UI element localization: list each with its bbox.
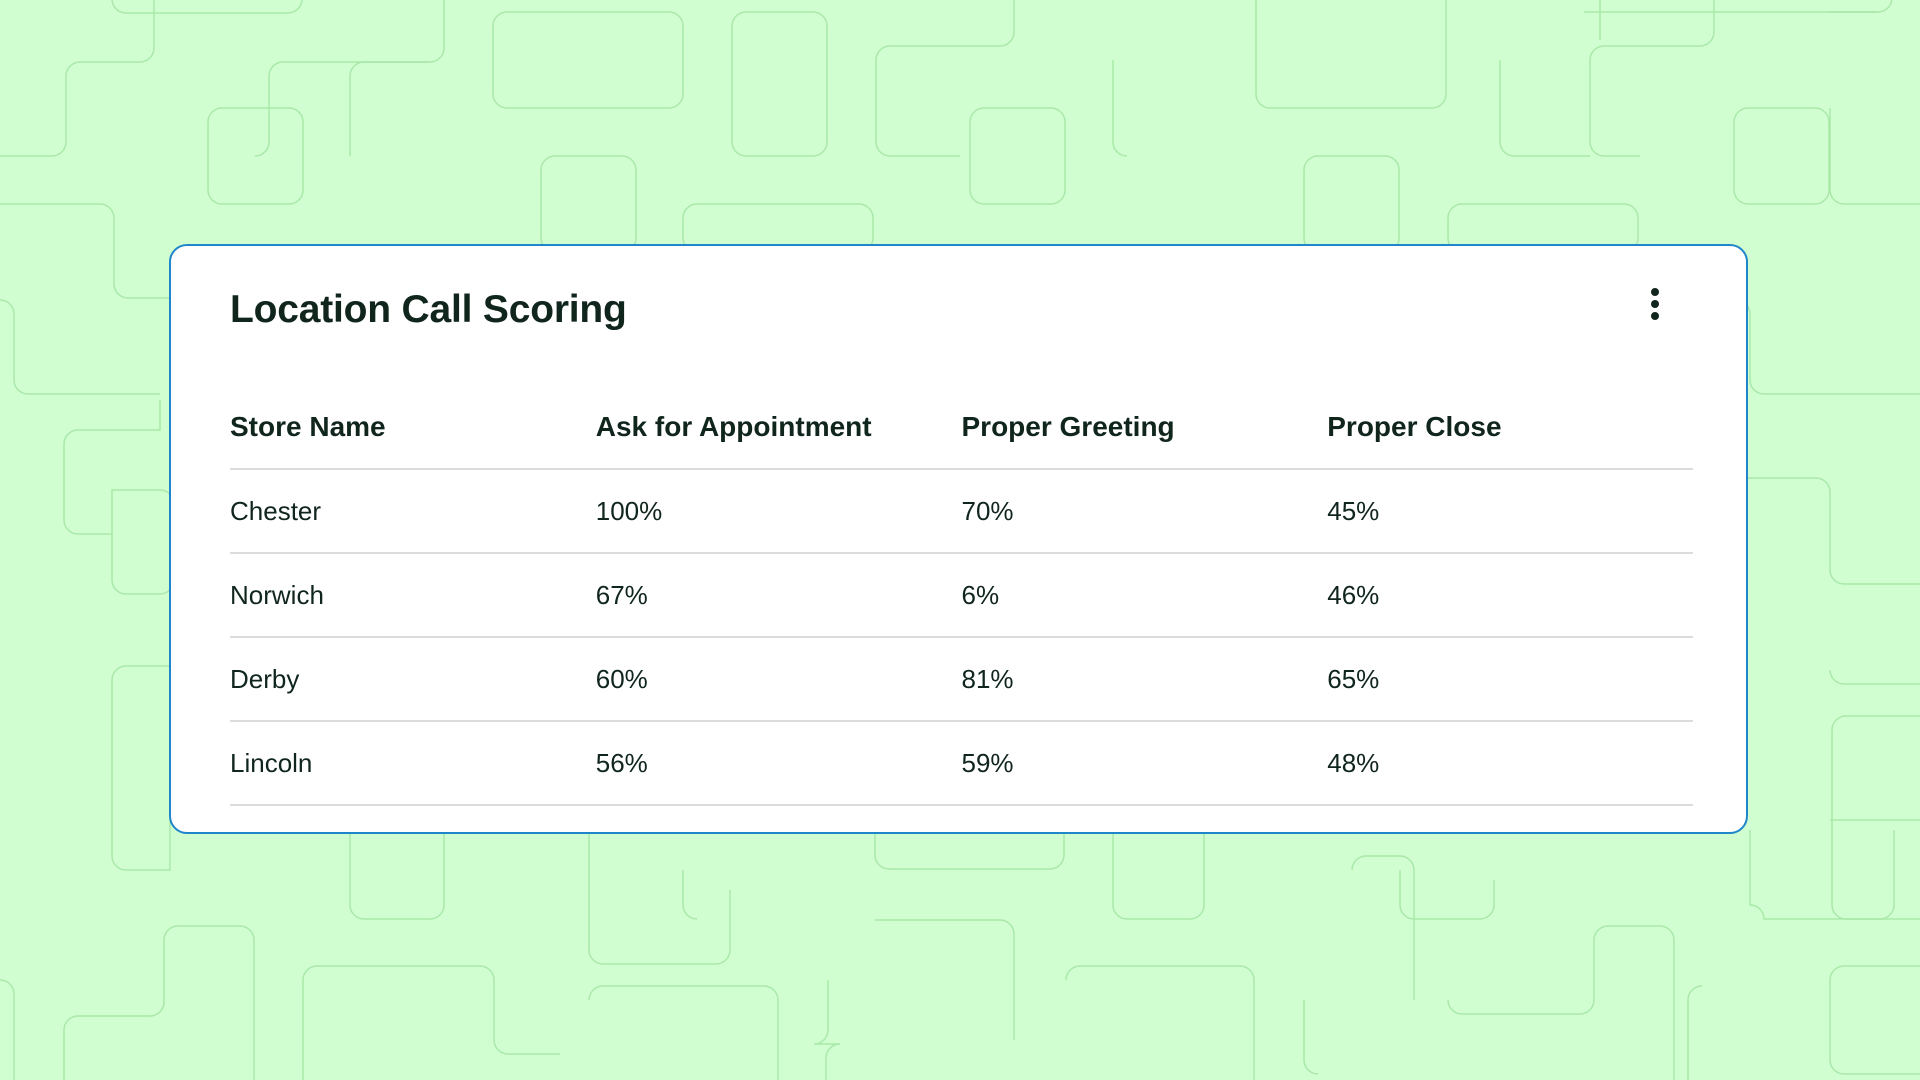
more-vertical-icon: [1651, 288, 1659, 296]
more-vertical-icon: [1651, 312, 1659, 320]
proper-greeting-cell: 81%: [961, 663, 1014, 694]
column-header-store-name[interactable]: Store Name: [230, 411, 386, 442]
proper-close-cell: 65%: [1327, 663, 1380, 694]
ask-for-appointment-cell: 100%: [595, 495, 663, 526]
store-name-cell: Derby: [230, 663, 300, 694]
proper-close-cell: 45%: [1327, 495, 1380, 526]
more-options-button[interactable]: [1640, 280, 1670, 328]
ask-for-appointment-cell: 56%: [595, 747, 648, 778]
table-row: Norwich 67% 6% 46%: [230, 554, 1693, 638]
table-row: Lincoln 56% 59% 48%: [230, 722, 1693, 806]
call-scoring-table: Store Name Ask for Appointment Proper Gr…: [230, 386, 1693, 806]
table-row: Chester 100% 70% 45%: [230, 470, 1693, 554]
proper-greeting-cell: 6%: [961, 579, 1000, 610]
store-name-cell: Lincoln: [230, 747, 313, 778]
column-header-proper-greeting[interactable]: Proper Greeting: [961, 411, 1175, 442]
proper-greeting-cell: 70%: [961, 495, 1014, 526]
column-header-ask-for-appointment[interactable]: Ask for Appointment: [595, 411, 872, 442]
call-scoring-card: Location Call Scoring Store Name Ask for…: [169, 244, 1748, 834]
proper-close-cell: 46%: [1327, 579, 1380, 610]
column-header-proper-close[interactable]: Proper Close: [1327, 411, 1502, 442]
more-vertical-icon: [1651, 300, 1659, 308]
ask-for-appointment-cell: 60%: [595, 663, 648, 694]
store-name-cell: Norwich: [230, 579, 324, 610]
proper-greeting-cell: 59%: [961, 747, 1014, 778]
proper-close-cell: 48%: [1327, 747, 1380, 778]
store-name-cell: Chester: [230, 495, 322, 526]
table-header-row: Store Name Ask for Appointment Proper Gr…: [230, 386, 1693, 470]
table-row: Derby 60% 81% 65%: [230, 638, 1693, 722]
ask-for-appointment-cell: 67%: [595, 579, 648, 610]
card-title: Location Call Scoring: [230, 288, 627, 331]
